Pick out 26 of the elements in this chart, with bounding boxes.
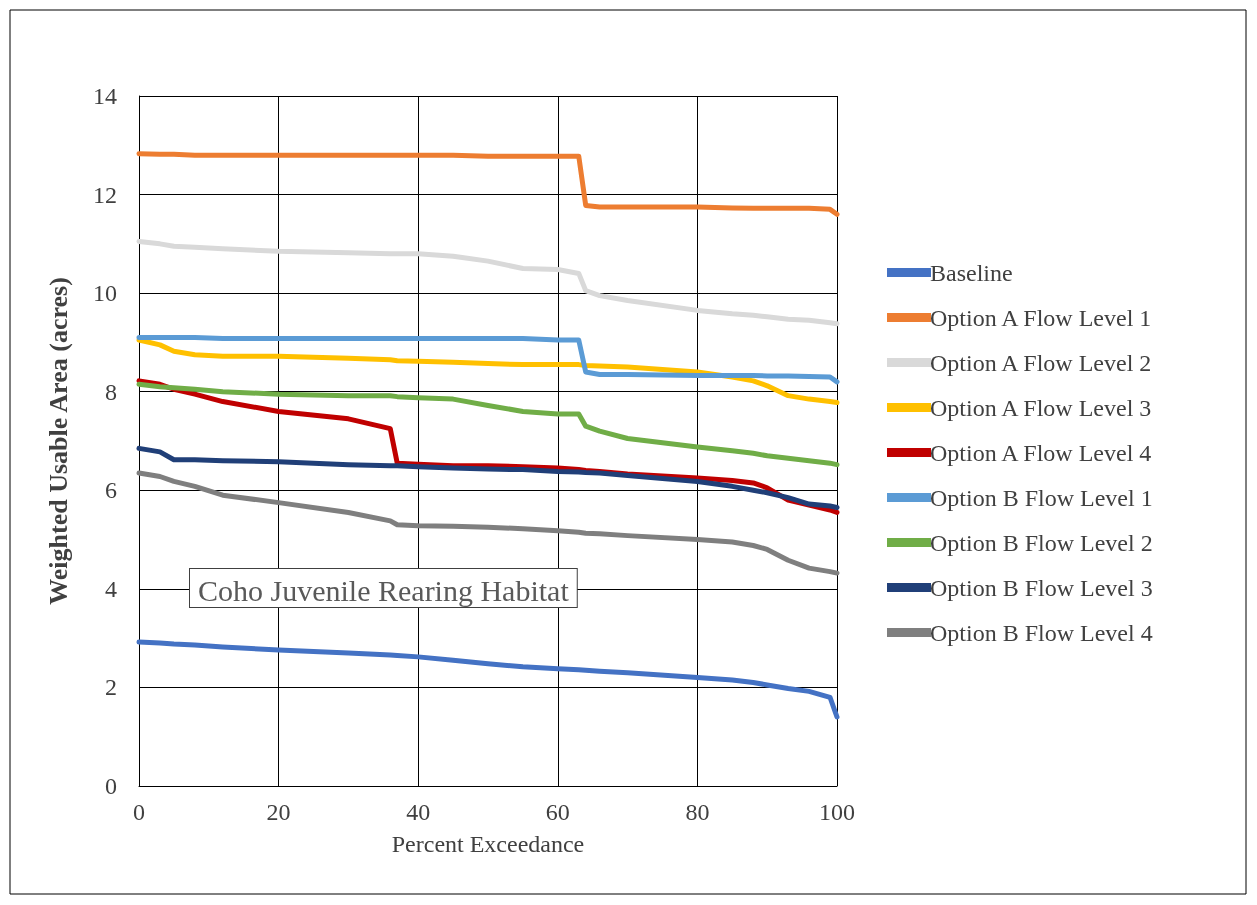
legend-label: Option B Flow Level 4 (930, 619, 1153, 646)
y-axis-title: Weighted Usable Area (acres) (43, 277, 73, 605)
y-tick-label: 14 (93, 83, 117, 109)
legend-label: Option A Flow Level 3 (930, 394, 1152, 421)
x-tick-label: 60 (545, 799, 570, 825)
legend-label: Option B Flow Level 2 (930, 529, 1153, 556)
legend-label: Option A Flow Level 4 (930, 439, 1152, 466)
x-tick-label: 40 (406, 799, 431, 825)
legend-label: Option A Flow Level 2 (930, 349, 1152, 376)
x-tick-label: 20 (266, 799, 291, 825)
y-tick-label: 12 (93, 181, 117, 208)
annotation: Coho Juvenile Rearing Habitat (198, 573, 570, 607)
x-tick-label: 0 (133, 799, 145, 825)
y-tick-label: 2 (105, 674, 117, 701)
y-tick-label: 4 (105, 575, 117, 602)
x-tick-label: 100 (819, 799, 855, 825)
x-tick-label: 80 (685, 799, 710, 825)
legend-label: Option A Flow Level 1 (930, 304, 1152, 331)
y-tick-label: 0 (105, 773, 117, 799)
y-tick-label: 10 (93, 280, 117, 307)
legend-label: Baseline (930, 259, 1013, 286)
x-axis-title: Percent Exceedance (391, 831, 585, 857)
y-tick-label: 8 (105, 378, 117, 405)
legend-label: Option B Flow Level 3 (930, 574, 1153, 601)
y-tick-label: 6 (105, 477, 117, 504)
legend-label: Option B Flow Level 1 (930, 484, 1153, 511)
